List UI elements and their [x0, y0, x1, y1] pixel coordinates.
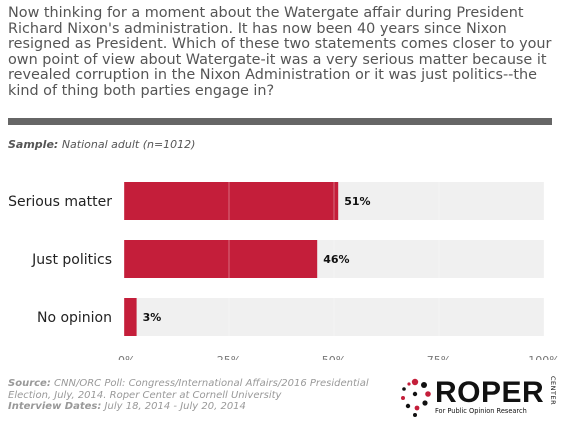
sample-line: Sample: National adult (n=1012)	[8, 138, 195, 151]
bar	[124, 182, 339, 220]
source-label: Source:	[8, 378, 51, 389]
sample-label: Sample:	[8, 138, 59, 151]
value-label: 3%	[143, 311, 162, 324]
category-label: Just politics	[31, 252, 112, 268]
dates-text: July 18, 2014 - July 20, 2014	[104, 401, 246, 412]
tick-label: 100%	[528, 354, 559, 360]
bar-chart: Serious matter Just politics No opinion 51%…	[8, 172, 560, 360]
tick-label: 50%	[322, 354, 346, 360]
value-label: 51%	[344, 195, 370, 208]
question-text: Now thinking for a moment about the Wate…	[8, 5, 552, 99]
bar-track	[124, 298, 544, 336]
bar	[124, 240, 318, 278]
source-text: CNN/ORC Poll: Congress/International Aff…	[8, 378, 369, 401]
logo-center-text: CENTER	[549, 376, 557, 406]
logo-tagline: For Public Opinion Research	[435, 407, 527, 415]
roper-logo: ROPER CENTER For Public Opinion Research	[395, 376, 560, 418]
tick-label: 0%	[118, 354, 135, 360]
tick-label: 25%	[217, 354, 241, 360]
logo-word: ROPER	[435, 376, 545, 409]
header-rule	[8, 118, 552, 125]
bar	[124, 298, 137, 336]
category-label: No opinion	[37, 310, 112, 326]
category-label: Serious matter	[8, 194, 112, 210]
footer: Source: CNN/ORC Poll: Congress/Internati…	[8, 378, 388, 413]
dates-label: Interview Dates:	[8, 401, 102, 412]
roper-logo-icon	[401, 378, 431, 417]
tick-label: 75%	[427, 354, 451, 360]
value-label: 46%	[323, 253, 349, 266]
sample-text: National adult (n=1012)	[61, 138, 196, 151]
